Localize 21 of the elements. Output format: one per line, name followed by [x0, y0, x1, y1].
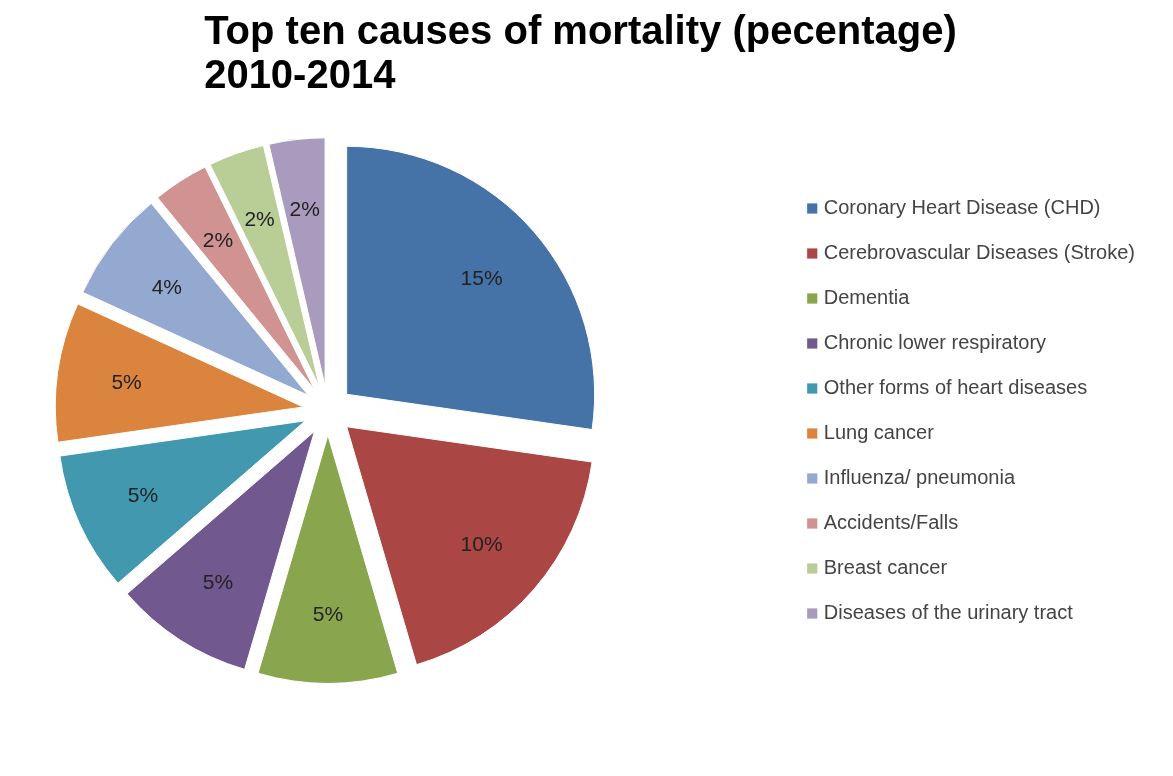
- legend-label: Cerebrovascular Diseases (Stroke): [823, 241, 1135, 264]
- legend-label: Lung cancer: [823, 421, 934, 444]
- data-label: 2%: [244, 207, 275, 231]
- data-label: 5%: [127, 483, 159, 507]
- data-label: 2%: [202, 227, 234, 251]
- legend-label: Diseases of the urinary tract: [823, 601, 1073, 624]
- data-label: 10%: [460, 532, 503, 556]
- data-label: 4%: [151, 274, 183, 298]
- data-label: 5%: [111, 370, 142, 394]
- data-label: 2%: [289, 196, 320, 220]
- legend-label: Accidents/Falls: [823, 511, 959, 534]
- legend-label: Dementia: [823, 286, 910, 309]
- chart-title: Top ten causes of mortality (pecentage) 2010-2014: [204, 7, 957, 96]
- legend-label: Breast cancer: [823, 556, 948, 579]
- legend-label: Coronary Heart Disease (CHD): [823, 196, 1101, 219]
- data-label: 15%: [460, 265, 503, 289]
- data-label: 5%: [202, 570, 234, 594]
- legend-label: Other forms of heart diseases: [823, 376, 1088, 399]
- data-label: 5%: [312, 602, 344, 626]
- legend-label: Chronic lower respiratory: [823, 331, 1047, 354]
- legend-label: Influenza/ pneumonia: [823, 466, 1016, 489]
